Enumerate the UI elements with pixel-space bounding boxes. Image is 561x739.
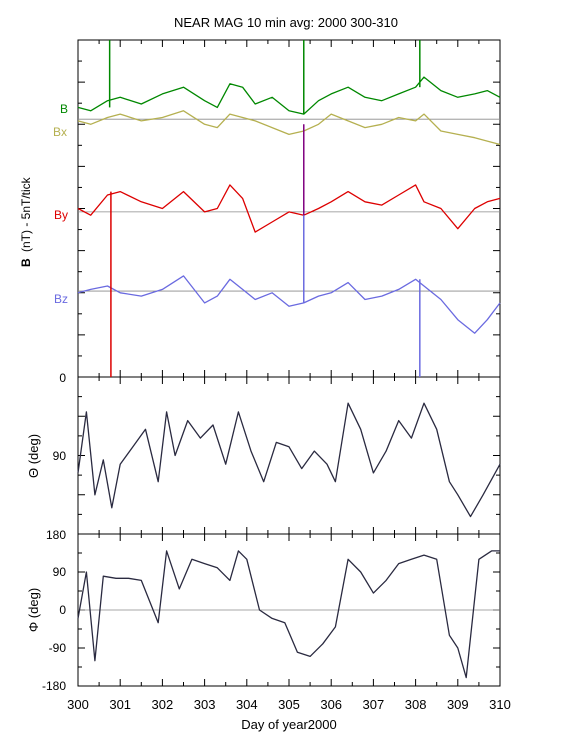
spike-group [108,40,421,377]
x-tick-label: 300 [67,697,89,712]
series-line-b [77,76,501,115]
x-tick-label: 301 [109,697,131,712]
ylabel-b-bold: B [19,258,33,267]
x-tick-label: 305 [278,697,300,712]
panel-theta-frame [77,376,501,535]
series-line-theta [77,402,501,518]
ylabel-b-rest: (nT) - 5nT/tick [19,176,33,252]
series-label-by: By [54,208,68,222]
ylabel-theta: Θ (deg) [26,434,41,478]
ytick-phi-neg90: -90 [49,641,67,655]
x-tick-label: 309 [447,697,469,712]
ytick-phi-neg180: -180 [42,679,66,693]
ylabel-phi: Φ (deg) [26,588,41,632]
x-axis-label: Day of year2000 [241,717,336,732]
series-line-bz [77,275,501,334]
ytick-phi-180: 180 [46,528,66,542]
series-group [77,76,501,679]
axis-ticks [77,39,501,687]
x-tick-label: 308 [405,697,427,712]
series-line-phi [77,550,500,679]
series-line-by [77,184,501,233]
series-label-bx: Bx [53,125,67,139]
x-tick-label: 307 [363,697,385,712]
ytick-theta-90: 90 [53,449,67,463]
x-tick-labels: 300 301 302 303 304 305 306 307 308 309 310 [67,697,511,712]
ylabel-b-group: B (nT) - 5nT/tick [19,176,33,267]
ytick-phi-90: 90 [53,565,67,579]
x-tick-label: 302 [152,697,174,712]
x-tick-label: 304 [236,697,258,712]
ytick-phi-0: 0 [59,603,66,617]
series-label-bz: Bz [54,292,68,306]
x-tick-label: 310 [489,697,511,712]
panel-b-frame [77,39,501,378]
x-tick-label: 303 [194,697,216,712]
ytick-b-0: 0 [59,371,66,385]
chart-title: NEAR MAG 10 min avg: 2000 300-310 [174,15,398,30]
series-label-b: B [60,102,68,116]
x-tick-label: 306 [320,697,342,712]
series-line-bx [77,110,501,146]
